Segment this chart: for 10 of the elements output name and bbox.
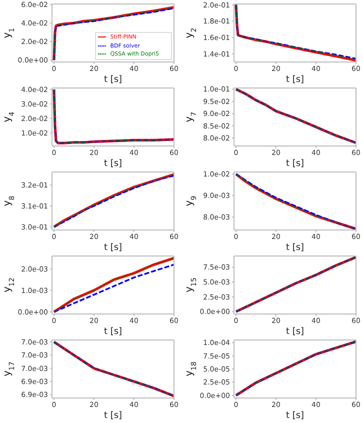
x-axis-title: t [s] — [104, 75, 122, 85]
x-axis-title: t [s] — [286, 75, 304, 85]
x-axis-title: t [s] — [286, 327, 304, 337]
x-axis-title: t [s] — [286, 243, 304, 253]
x-axis-title: t [s] — [286, 411, 304, 421]
x-axis-title: t [s] — [104, 159, 122, 169]
x-axis-title: t [s] — [286, 159, 304, 169]
x-axis-title: t [s] — [104, 327, 122, 337]
x-axis-title: t [s] — [104, 243, 122, 253]
x-axis-title: t [s] — [104, 411, 122, 421]
